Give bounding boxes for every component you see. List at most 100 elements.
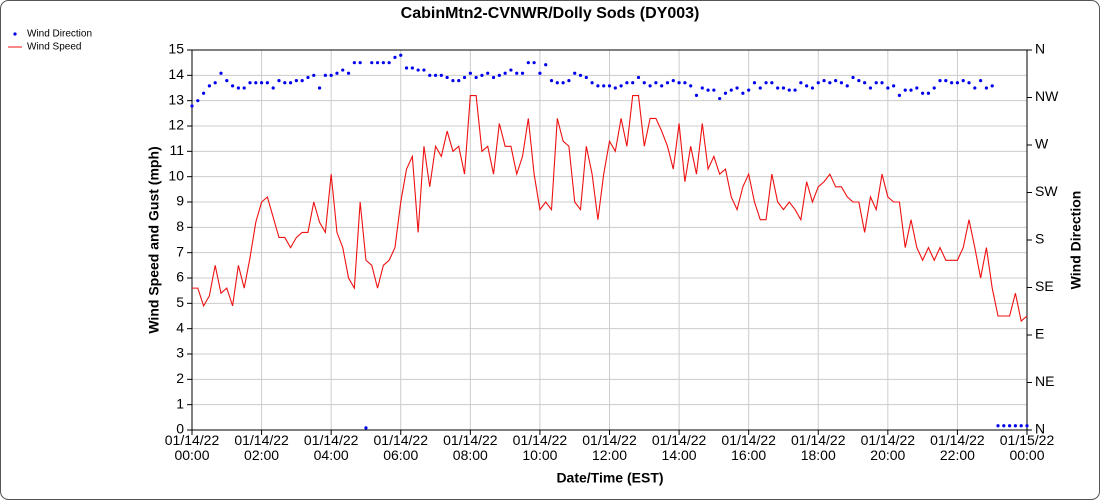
- y-tick-label: 2: [176, 370, 184, 386]
- direction-point: [468, 71, 472, 75]
- x-tick-label: 01/14/22 14:00: [651, 432, 707, 463]
- y2-tick-label: N: [1035, 421, 1045, 437]
- direction-point: [984, 86, 989, 90]
- direction-point: [816, 81, 820, 85]
- direction-point: [567, 79, 571, 83]
- direction-point: [277, 79, 281, 83]
- y2-axis-label: Wind Direction: [1068, 191, 1084, 290]
- direction-point: [248, 81, 252, 85]
- y-tick-label: 4: [176, 319, 184, 335]
- direction-point: [909, 88, 913, 92]
- direction-point: [886, 86, 890, 90]
- direction-point: [364, 426, 368, 430]
- direction-point: [735, 86, 739, 90]
- y2-tick-label: W: [1035, 136, 1049, 152]
- direction-point: [828, 81, 832, 85]
- direction-point: [416, 68, 420, 72]
- direction-point: [526, 61, 530, 65]
- direction-point: [573, 71, 577, 75]
- direction-point: [457, 79, 461, 83]
- direction-point: [213, 81, 217, 85]
- direction-point: [660, 84, 664, 88]
- direction-point: [602, 84, 606, 88]
- direction-point: [712, 88, 716, 92]
- y-tick-label: 8: [176, 218, 184, 234]
- direction-point: [950, 81, 954, 85]
- x-tick-label: 01/14/22 02:00: [234, 432, 289, 463]
- direction-point: [480, 73, 484, 77]
- x-tick-label: 01/14/22 16:00: [721, 432, 776, 463]
- direction-point: [758, 86, 762, 90]
- direction-point: [486, 71, 490, 75]
- direction-point: [990, 84, 994, 88]
- direction-point: [648, 84, 652, 88]
- direction-point: [996, 424, 1000, 428]
- direction-point: [892, 84, 896, 88]
- direction-point: [851, 75, 855, 80]
- direction-point: [764, 81, 768, 85]
- direction-point: [747, 88, 751, 92]
- direction-point: [839, 81, 844, 85]
- direction-point: [375, 61, 380, 65]
- y-axis-label: Wind Speed and Gust (mph): [146, 146, 162, 333]
- x-tick-label: 01/15/22 00:00: [999, 432, 1055, 463]
- direction-point: [323, 73, 327, 77]
- direction-point: [381, 61, 385, 65]
- y-tick-label: 15: [168, 41, 184, 57]
- direction-point: [1019, 424, 1023, 428]
- direction-point: [242, 86, 246, 90]
- direction-point: [520, 71, 525, 75]
- direction-point: [921, 91, 925, 95]
- direction-point: [944, 79, 948, 83]
- direction-point: [741, 91, 745, 95]
- direction-point: [254, 81, 258, 85]
- direction-point: [805, 84, 809, 88]
- y-tick-label: 9: [176, 193, 184, 209]
- x-tick-label: 01/14/22 04:00: [303, 432, 359, 463]
- direction-point: [387, 61, 391, 65]
- direction-point: [201, 91, 206, 95]
- direction-point: [271, 86, 275, 90]
- direction-point: [619, 84, 623, 88]
- direction-point: [491, 75, 496, 80]
- direction-point: [196, 99, 200, 103]
- direction-point: [625, 81, 629, 85]
- y2-tick-label: N: [1035, 41, 1045, 57]
- direction-point: [723, 91, 728, 95]
- direction-point: [787, 88, 791, 92]
- direction-point: [868, 86, 873, 90]
- x-axis-label: Date/Time (EST): [556, 470, 663, 486]
- direction-point: [689, 84, 693, 88]
- direction-point: [404, 66, 409, 70]
- direction-point: [294, 79, 298, 83]
- direction-point: [607, 84, 612, 88]
- direction-point: [857, 79, 861, 83]
- direction-point: [219, 71, 223, 75]
- direction-point: [283, 81, 287, 85]
- direction-point: [497, 73, 501, 77]
- direction-point: [306, 75, 310, 80]
- chart-title: CabinMtn2-CVNWR/Dolly Sods (DY003): [401, 5, 700, 22]
- direction-point: [613, 86, 617, 90]
- y-tick-label: 12: [168, 117, 184, 133]
- direction-point: [341, 68, 345, 72]
- direction-point: [329, 73, 333, 77]
- y2-tick-label: NW: [1035, 88, 1059, 104]
- y-tick-label: 5: [176, 294, 184, 310]
- plot-border: [191, 49, 1028, 431]
- direction-point: [903, 88, 907, 92]
- direction-point: [834, 79, 838, 83]
- grid: [191, 49, 1028, 431]
- y2-tick-label: E: [1035, 326, 1044, 342]
- direction-point: [352, 61, 356, 65]
- direction-point: [236, 86, 240, 90]
- x-tick-label: 01/14/22 08:00: [443, 432, 498, 463]
- legend-label: Wind Speed: [27, 42, 81, 53]
- direction-point: [1025, 424, 1029, 428]
- y2-tick-label: SE: [1035, 278, 1054, 294]
- y-tick-label: 14: [168, 66, 184, 82]
- direction-point: [230, 84, 235, 88]
- direction-point: [370, 61, 374, 65]
- direction-point: [422, 68, 426, 72]
